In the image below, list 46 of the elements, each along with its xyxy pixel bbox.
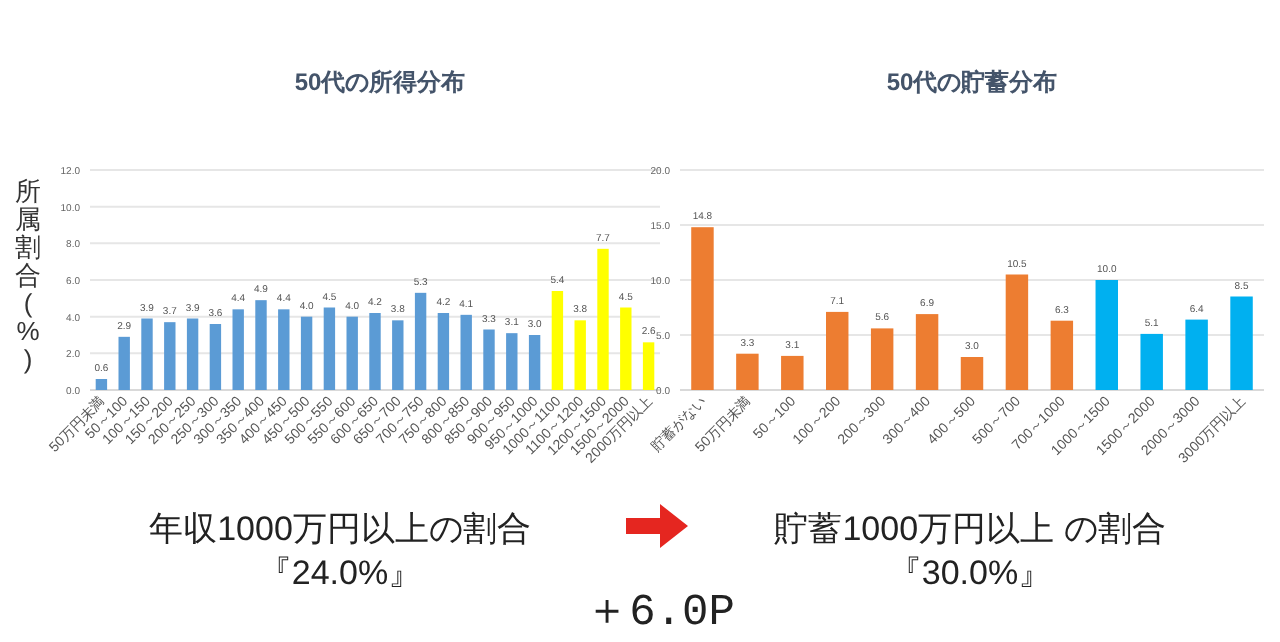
- bar: [232, 309, 244, 390]
- bar: [255, 300, 267, 390]
- chart-title: 50代の所得分布: [294, 68, 466, 96]
- bar: [278, 309, 290, 390]
- bar: [1140, 333, 1163, 390]
- chart-title: 50代の貯蓄分布: [886, 68, 1058, 96]
- bar: [118, 336, 130, 390]
- text: 『30.0%』: [887, 554, 1053, 592]
- bar: [826, 311, 849, 390]
- bar: [960, 357, 984, 390]
- bar: [346, 316, 358, 390]
- bar: [483, 329, 495, 390]
- bar: [1230, 296, 1253, 390]
- bar: [506, 333, 518, 390]
- bar: [691, 227, 714, 390]
- bar: [141, 318, 153, 390]
- bar: [95, 379, 108, 390]
- bar: [186, 318, 199, 390]
- bar: [392, 320, 404, 390]
- text: 年収1000万円以上の割合: [149, 510, 531, 548]
- y-axis-title: 所属割合(%): [15, 176, 41, 374]
- bar: [323, 307, 336, 390]
- text: 『24.0%』: [257, 554, 423, 592]
- bar: [642, 342, 655, 390]
- bar: [597, 248, 609, 390]
- bar: [460, 314, 472, 390]
- bar: [1095, 280, 1118, 390]
- bar: [551, 291, 564, 390]
- bar: [1005, 274, 1029, 390]
- bar: [437, 313, 450, 390]
- bar: [300, 316, 313, 390]
- bar: [620, 307, 632, 390]
- bar: [870, 328, 894, 390]
- bar: [528, 335, 541, 390]
- bar: [1050, 320, 1074, 390]
- bar: [736, 353, 759, 390]
- bar: [369, 313, 381, 390]
- bar: [414, 292, 427, 390]
- bar: [164, 322, 176, 390]
- bar: [209, 324, 222, 390]
- bar: [915, 314, 939, 390]
- bar: [574, 320, 586, 390]
- text: ＋6.0P: [585, 588, 735, 638]
- bar: [781, 355, 804, 390]
- text: 貯蓄1000万円以上 の割合: [774, 510, 1166, 548]
- bar: [1185, 319, 1208, 390]
